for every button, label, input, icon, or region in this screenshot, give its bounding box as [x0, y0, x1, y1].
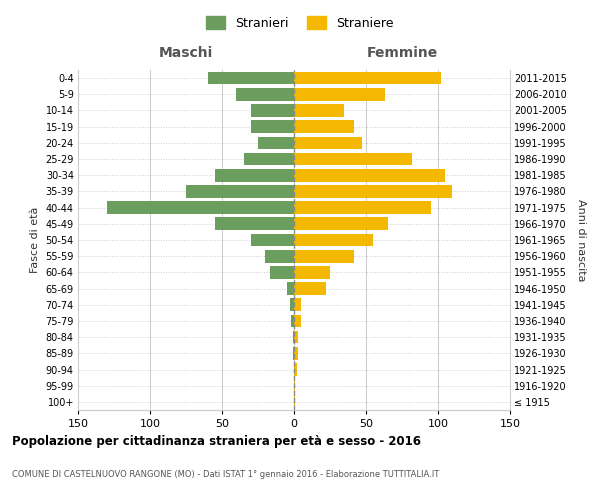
- Bar: [294, 282, 326, 295]
- Bar: [186, 185, 294, 198]
- Bar: [294, 314, 301, 328]
- Bar: [294, 347, 298, 360]
- Bar: [294, 266, 330, 278]
- Bar: [265, 250, 294, 262]
- Bar: [294, 380, 295, 392]
- Bar: [294, 72, 441, 85]
- Bar: [291, 314, 294, 328]
- Bar: [269, 266, 294, 278]
- Bar: [294, 120, 355, 133]
- Bar: [215, 218, 294, 230]
- Text: Femmine: Femmine: [367, 46, 437, 60]
- Bar: [236, 88, 294, 101]
- Bar: [290, 298, 294, 311]
- Text: COMUNE DI CASTELNUOVO RANGONE (MO) - Dati ISTAT 1° gennaio 2016 - Elaborazione T: COMUNE DI CASTELNUOVO RANGONE (MO) - Dat…: [12, 470, 439, 479]
- Bar: [294, 396, 295, 408]
- Y-axis label: Anni di nascita: Anni di nascita: [577, 198, 586, 281]
- Bar: [107, 202, 294, 214]
- Text: Popolazione per cittadinanza straniera per età e sesso - 2016: Popolazione per cittadinanza straniera p…: [12, 435, 421, 448]
- Bar: [294, 298, 301, 311]
- Bar: [251, 104, 294, 117]
- Bar: [258, 136, 294, 149]
- Legend: Stranieri, Straniere: Stranieri, Straniere: [202, 11, 398, 35]
- Bar: [294, 136, 362, 149]
- Bar: [294, 234, 373, 246]
- Bar: [293, 347, 294, 360]
- Bar: [294, 250, 355, 262]
- Bar: [294, 152, 412, 166]
- Bar: [215, 169, 294, 181]
- Bar: [287, 282, 294, 295]
- Bar: [294, 202, 431, 214]
- Bar: [293, 331, 294, 344]
- Bar: [251, 234, 294, 246]
- Bar: [294, 218, 388, 230]
- Bar: [294, 185, 452, 198]
- Bar: [294, 363, 297, 376]
- Text: Maschi: Maschi: [159, 46, 213, 60]
- Bar: [244, 152, 294, 166]
- Bar: [294, 331, 298, 344]
- Bar: [294, 169, 445, 181]
- Bar: [294, 88, 385, 101]
- Y-axis label: Fasce di età: Fasce di età: [30, 207, 40, 273]
- Bar: [294, 104, 344, 117]
- Bar: [208, 72, 294, 85]
- Bar: [251, 120, 294, 133]
